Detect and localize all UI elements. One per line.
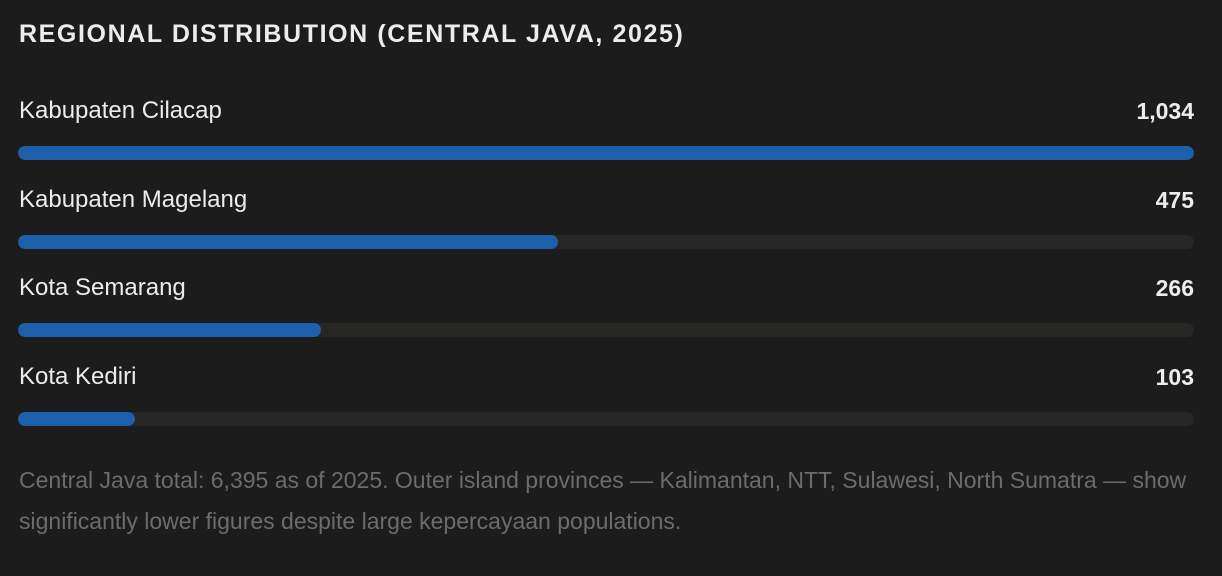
bar-value-label: 1,034 bbox=[1136, 98, 1194, 124]
bar-row: Kabupaten Cilacap 1,034 bbox=[18, 96, 1194, 185]
bar-fill-kabupaten-cilacap bbox=[18, 146, 1194, 160]
chart-title: REGIONAL DISTRIBUTION (CENTRAL JAVA, 202… bbox=[19, 20, 685, 48]
bar-row: Kota Semarang 266 bbox=[18, 273, 1194, 362]
bar-label: Kabupaten Magelang bbox=[19, 185, 248, 213]
bar-track bbox=[18, 146, 1194, 160]
bar-label: Kabupaten Cilacap bbox=[19, 97, 222, 124]
bar-fill-kabupaten-magelang bbox=[18, 234, 559, 249]
bar-label: Kota Kediri bbox=[19, 362, 137, 390]
bar-fill-kota-kediri bbox=[18, 411, 136, 426]
bar-fill-kota-semarang bbox=[18, 323, 321, 337]
bar-track bbox=[18, 323, 1194, 337]
bar-track bbox=[18, 234, 1194, 249]
bar-label: Kota Semarang bbox=[19, 274, 186, 301]
bar-row: Kota Kediri 103 bbox=[18, 362, 1194, 451]
bar-track bbox=[18, 411, 1194, 426]
bar-value-label: 475 bbox=[1155, 186, 1194, 213]
bar-value-label: 266 bbox=[1155, 275, 1194, 301]
bar-value-label: 103 bbox=[1155, 363, 1194, 390]
footnote: Central Java total: 6,395 as of 2025. Ou… bbox=[19, 467, 1187, 534]
bar-list: Kabupaten Cilacap 1,034 Kabupaten Magela… bbox=[18, 96, 1194, 450]
bar-row: Kabupaten Magelang 475 bbox=[18, 185, 1194, 274]
